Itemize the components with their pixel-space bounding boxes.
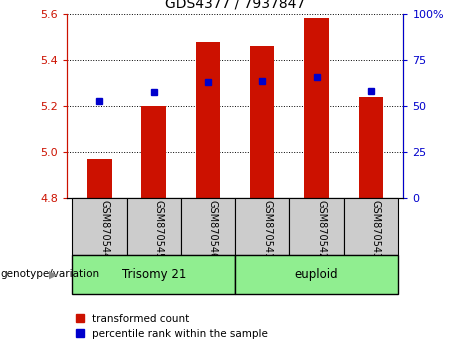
Title: GDS4377 / 7937847: GDS4377 / 7937847 xyxy=(165,0,305,10)
Bar xyxy=(72,198,127,255)
Bar xyxy=(304,18,329,198)
Text: genotype/variation: genotype/variation xyxy=(0,269,99,279)
Text: Trisomy 21: Trisomy 21 xyxy=(122,268,186,281)
Bar xyxy=(235,198,290,255)
Text: GSM870542: GSM870542 xyxy=(317,200,326,259)
Text: GSM870543: GSM870543 xyxy=(371,200,381,259)
Bar xyxy=(196,42,220,198)
Text: euploid: euploid xyxy=(295,268,338,281)
Bar xyxy=(359,97,383,198)
Text: GSM870545: GSM870545 xyxy=(154,200,164,259)
Bar xyxy=(343,198,398,255)
Bar xyxy=(87,159,112,198)
Bar xyxy=(290,198,343,255)
Text: GSM870546: GSM870546 xyxy=(208,200,218,259)
Bar xyxy=(72,255,235,294)
Bar xyxy=(181,198,235,255)
Text: GSM870544: GSM870544 xyxy=(100,200,109,259)
Legend: transformed count, percentile rank within the sample: transformed count, percentile rank withi… xyxy=(72,310,272,343)
Text: GSM870541: GSM870541 xyxy=(262,200,272,259)
Bar xyxy=(250,46,274,198)
Bar xyxy=(235,255,398,294)
Bar xyxy=(127,198,181,255)
Text: ▶: ▶ xyxy=(49,269,58,279)
Bar xyxy=(142,106,166,198)
